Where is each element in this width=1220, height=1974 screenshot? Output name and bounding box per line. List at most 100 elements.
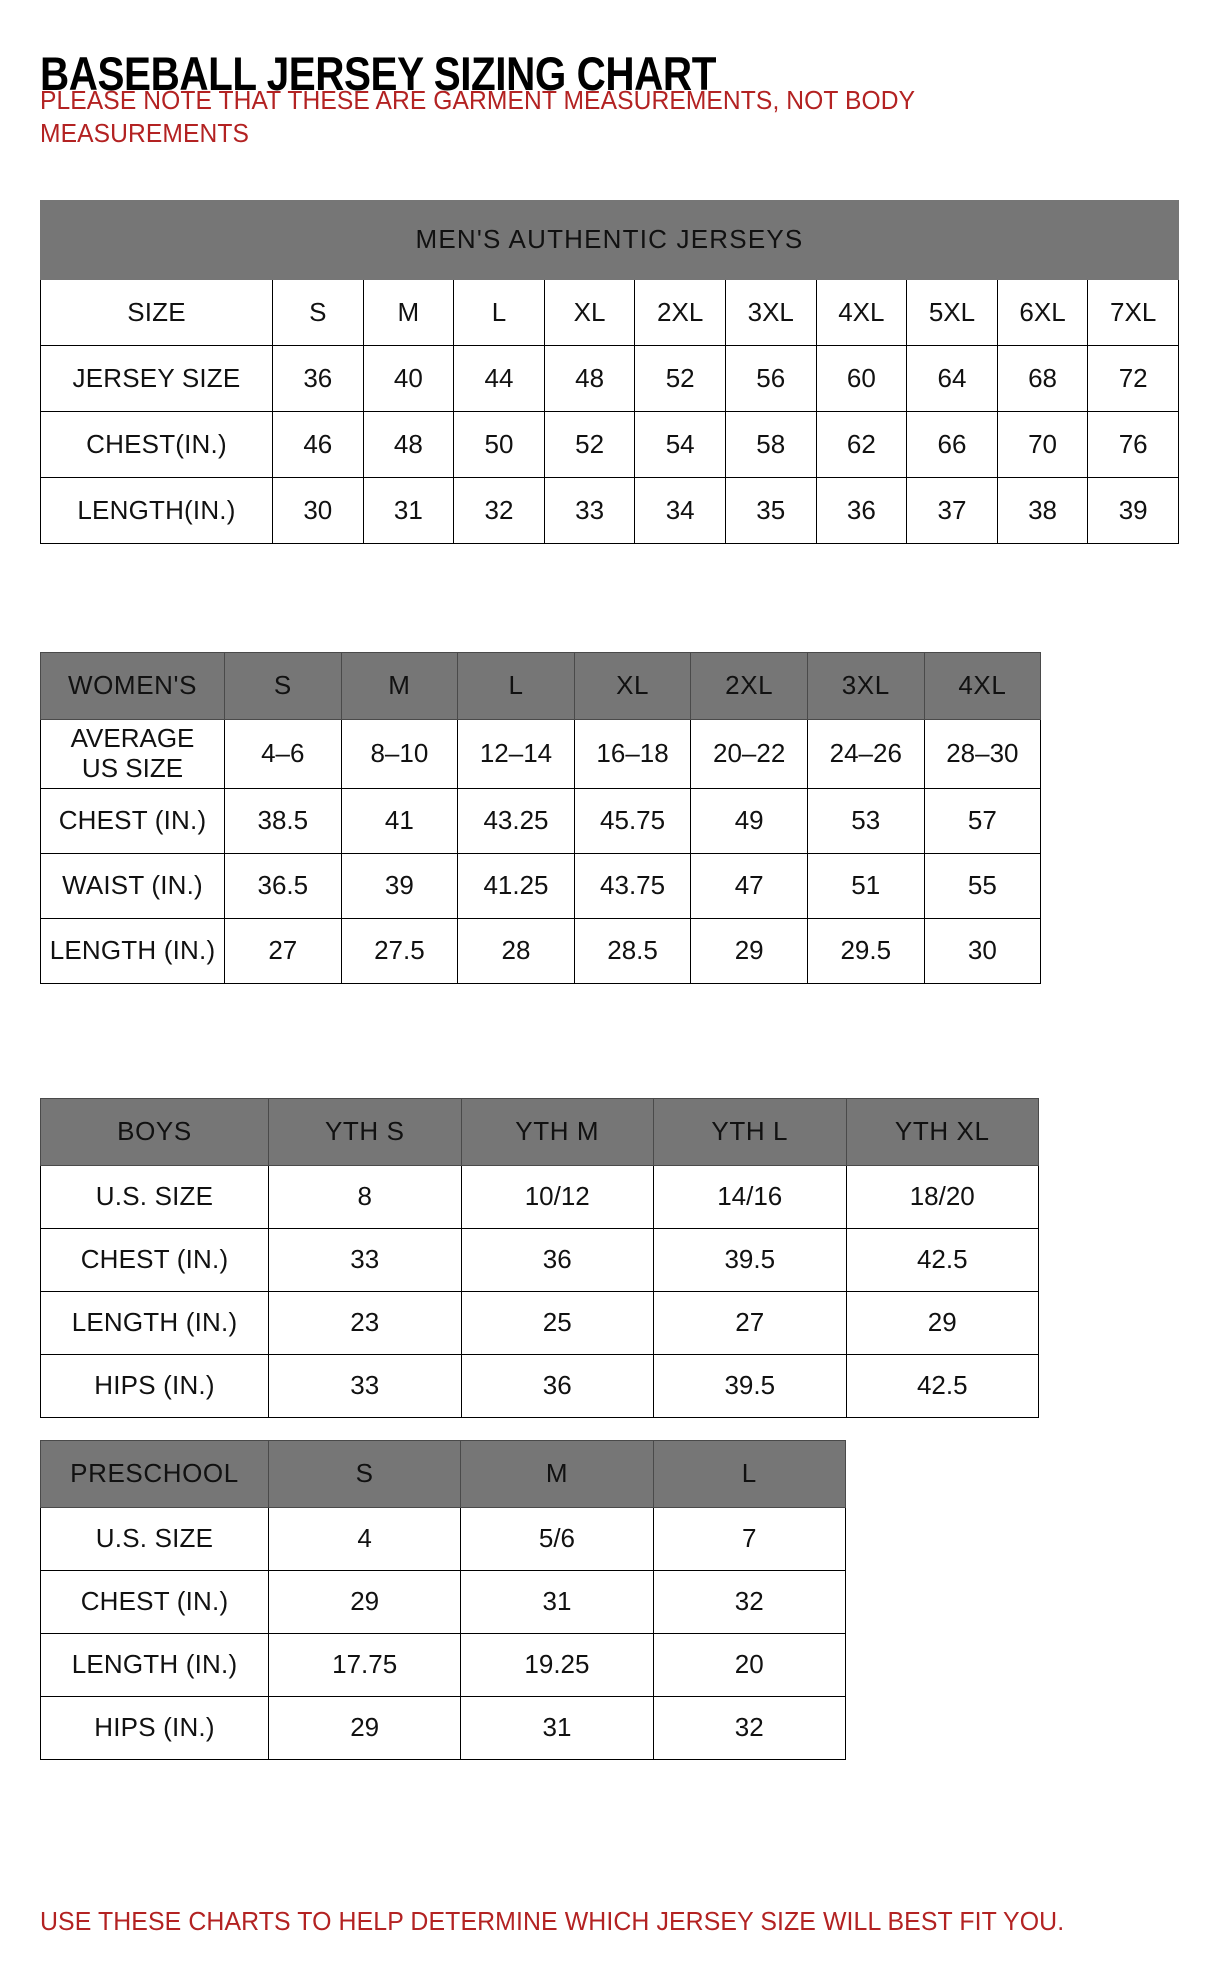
table-row: LENGTH (IN.) 27 27.5 28 28.5 29 29.5 30 [40, 918, 1042, 984]
cell: 49 [690, 788, 808, 854]
cell: 46 [272, 411, 364, 478]
table-band-row: MEN'S AUTHENTIC JERSEYS [40, 200, 1179, 280]
column-header: 7XL [1087, 279, 1179, 346]
cell: 36 [815, 477, 908, 544]
cell: 32 [652, 1570, 846, 1634]
column-header: YTH S [268, 1098, 462, 1166]
cell: 29 [845, 1291, 1039, 1355]
cell: 34 [634, 477, 726, 544]
cell: 35 [724, 477, 817, 544]
cell: 17.75 [267, 1633, 462, 1697]
cell: 20 [652, 1633, 846, 1697]
cell: 7 [652, 1507, 846, 1571]
cell: 29 [267, 1570, 462, 1634]
row-label: CHEST(IN.) [40, 411, 273, 478]
garment-measurement-note: PLEASE NOTE THAT THESE ARE GARMENT MEASU… [40, 87, 915, 149]
cell: 44 [453, 345, 545, 412]
column-header: 4XL [815, 279, 908, 346]
cell: 48 [362, 411, 455, 478]
table-header-row: PRESCHOOL S M L [40, 1440, 846, 1508]
column-header: XL [543, 279, 636, 346]
table-row: U.S. SIZE 8 10/12 14/16 18/20 [40, 1165, 1039, 1229]
column-header: L [457, 652, 575, 720]
cell: 41 [340, 788, 459, 854]
row-label: CHEST (IN.) [40, 1228, 269, 1292]
mens-band-title: MEN'S AUTHENTIC JERSEYS [40, 200, 1179, 280]
cell: 39 [340, 853, 459, 919]
table-row: U.S. SIZE 4 5/6 7 [40, 1507, 846, 1571]
column-header: L [453, 279, 545, 346]
row-label: CHEST (IN.) [40, 1570, 269, 1634]
row-label: AVERAGE US SIZE [40, 719, 225, 789]
row-label: WAIST (IN.) [40, 853, 225, 919]
table-row: LENGTH(IN.) 30 31 32 33 34 35 36 37 38 3… [40, 477, 1179, 544]
cell: 29.5 [806, 918, 925, 984]
row-label: CHEST (IN.) [40, 788, 225, 854]
column-header: 2XL [690, 652, 808, 720]
cell: 41.25 [457, 853, 575, 919]
cell: 31 [460, 1570, 654, 1634]
table-row: HIPS (IN.) 29 31 32 [40, 1696, 846, 1760]
cell: 56 [724, 345, 817, 412]
cell: 57 [923, 788, 1042, 854]
womens-sizing-table: WOMEN'S S M L XL 2XL 3XL 4XL AVERAGE US S… [40, 652, 1042, 984]
cell: 39 [1087, 477, 1179, 544]
row-label: U.S. SIZE [40, 1507, 269, 1571]
column-header: M [340, 652, 459, 720]
table-row: WAIST (IN.) 36.5 39 41.25 43.75 47 51 55 [40, 853, 1042, 919]
page-title: BASEBALL JERSEY SIZING CHART [40, 47, 716, 101]
cell: 28.5 [573, 918, 692, 984]
column-header: M [362, 279, 455, 346]
column-header: S [224, 652, 342, 720]
column-header: 4XL [923, 652, 1042, 720]
column-header: 6XL [996, 279, 1089, 346]
cell: 42.5 [845, 1354, 1039, 1418]
row-label: HIPS (IN.) [40, 1354, 269, 1418]
cell: 30 [923, 918, 1042, 984]
cell: 27 [224, 918, 342, 984]
cell: 64 [906, 345, 998, 412]
table-row: LENGTH (IN.) 23 25 27 29 [40, 1291, 1039, 1355]
row-label: LENGTH (IN.) [40, 1291, 269, 1355]
cell: 43.25 [457, 788, 575, 854]
cell: 10/12 [460, 1165, 654, 1229]
cell: 16–18 [573, 719, 692, 789]
row-label: HIPS (IN.) [40, 1696, 269, 1760]
cell: 23 [268, 1291, 462, 1355]
column-header: 5XL [906, 279, 998, 346]
column-header-size: SIZE [40, 279, 273, 346]
cell: 48 [543, 345, 636, 412]
cell: 33 [268, 1228, 462, 1292]
cell: 38 [996, 477, 1089, 544]
cell: 68 [996, 345, 1089, 412]
table-row: HIPS (IN.) 33 36 39.5 42.5 [40, 1354, 1039, 1418]
row-label: LENGTH(IN.) [40, 477, 273, 544]
column-header: 3XL [806, 652, 925, 720]
cell: 40 [362, 345, 455, 412]
mens-sizing-table: MEN'S AUTHENTIC JERSEYS SIZE S M L XL 2X… [40, 200, 1179, 544]
cell: 53 [806, 788, 925, 854]
boys-sizing-table: BOYS YTH S YTH M YTH L YTH XL U.S. SIZE … [40, 1098, 1039, 1418]
cell: 38.5 [224, 788, 342, 854]
cell: 72 [1087, 345, 1179, 412]
cell: 27.5 [340, 918, 459, 984]
cell: 50 [453, 411, 545, 478]
column-header: 2XL [634, 279, 726, 346]
row-label: LENGTH (IN.) [40, 1633, 269, 1697]
column-header: YTH XL [845, 1098, 1039, 1166]
cell: 52 [543, 411, 636, 478]
cell: 37 [906, 477, 998, 544]
cell: 36 [460, 1228, 654, 1292]
column-header: XL [573, 652, 692, 720]
cell: 8–10 [340, 719, 459, 789]
cell: 70 [996, 411, 1089, 478]
footer-note: USE THESE CHARTS TO HELP DETERMINE WHICH… [40, 1908, 1065, 1936]
cell: 5/6 [460, 1507, 654, 1571]
cell: 51 [806, 853, 925, 919]
row-label: LENGTH (IN.) [40, 918, 225, 984]
cell: 32 [652, 1696, 846, 1760]
column-header: M [460, 1440, 654, 1508]
cell: 55 [923, 853, 1042, 919]
cell: 39.5 [653, 1228, 847, 1292]
